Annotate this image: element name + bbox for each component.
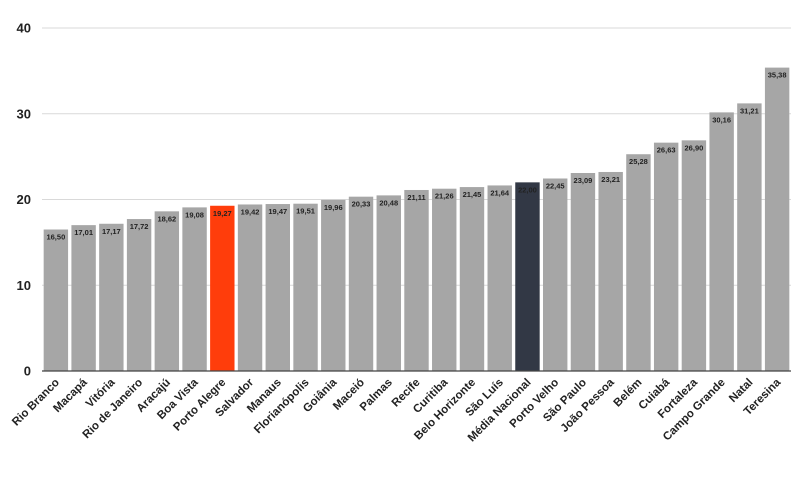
bar: [376, 195, 401, 371]
y-tick-label: 20: [17, 192, 31, 207]
bar: [182, 207, 207, 371]
bar-value-label: 21,11: [407, 193, 425, 202]
bar-value-label: 19,96: [324, 203, 343, 212]
bar: [653, 142, 679, 371]
bar-value-label: 21,26: [435, 192, 454, 201]
bar: [210, 205, 235, 371]
bar-value-label: 23,21: [601, 175, 620, 184]
bar-value-label: 31,21: [740, 106, 759, 115]
bar: [598, 171, 623, 371]
bar: [626, 154, 651, 371]
bar-value-label: 19,51: [296, 207, 315, 216]
bar: [154, 211, 180, 371]
bar: [542, 178, 568, 371]
bar-value-label: 23,09: [574, 176, 593, 185]
y-tick-label: 10: [17, 278, 31, 293]
bar: [348, 196, 374, 371]
value-labels: 16,50 17,01 17,17 17,72 18,62 19,08 19,27 19,42…: [46, 71, 786, 242]
bar-value-label: 19,08: [185, 210, 204, 219]
bar-value-label: 26,90: [685, 143, 704, 152]
bar-value-label: 20,33: [352, 200, 371, 209]
bar-value-label: 26,63: [657, 146, 676, 155]
bar: [764, 67, 790, 371]
bar-value-label: 19,42: [241, 207, 260, 216]
bar-value-label: 17,01: [74, 228, 93, 237]
bar-value-label: 18,62: [157, 214, 176, 223]
bar-value-label: 17,17: [102, 227, 121, 236]
bar: [487, 185, 512, 371]
bar-value-label: 22,45: [546, 181, 565, 190]
bar-value-label: 21,45: [463, 190, 482, 199]
bar-value-label: 21,64: [490, 188, 510, 197]
bar: [737, 103, 762, 371]
bar: [459, 187, 485, 371]
bar-value-label: 20,48: [379, 198, 398, 207]
y-axis-ticks: 0 10 20 30 40: [17, 21, 31, 379]
bar: [570, 173, 596, 371]
bar: [432, 188, 457, 371]
y-tick-label: 30: [17, 106, 31, 121]
bar-value-label: 19,27: [213, 209, 232, 218]
bar: [265, 204, 291, 371]
bar: [515, 182, 540, 371]
bar: [404, 189, 429, 371]
bar: [237, 204, 263, 371]
bar: [99, 223, 124, 371]
bar-value-label: 22,00: [518, 185, 537, 194]
bar-value-label: 19,47: [268, 207, 287, 216]
bar: [43, 229, 69, 371]
bar: [126, 219, 152, 371]
bar-value-label: 17,72: [130, 222, 149, 231]
bar: [709, 112, 734, 372]
bar: [321, 199, 346, 371]
bar-value-label: 16,50: [46, 233, 65, 242]
bar: [681, 140, 707, 371]
bar: [293, 203, 318, 371]
bar: [71, 225, 96, 371]
y-tick-label: 0: [24, 364, 31, 379]
bars: [43, 67, 790, 372]
bar-value-label: 25,28: [629, 157, 648, 166]
bar-value-label: 30,16: [712, 115, 731, 124]
y-tick-label: 40: [17, 21, 31, 36]
bar-value-label: 35,38: [768, 71, 787, 80]
